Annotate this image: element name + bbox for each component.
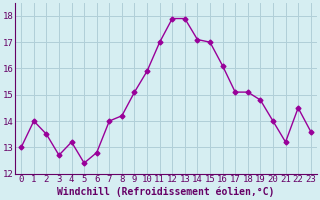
X-axis label: Windchill (Refroidissement éolien,°C): Windchill (Refroidissement éolien,°C)	[57, 187, 275, 197]
